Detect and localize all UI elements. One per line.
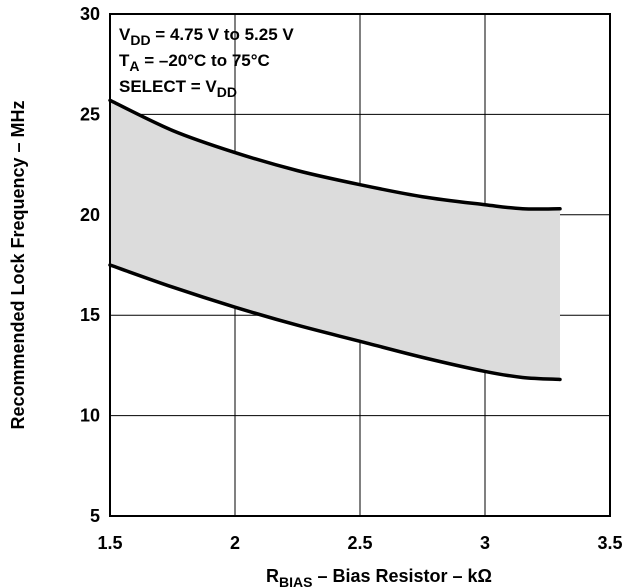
x-tick-labels: 1.5 2 2.5 3 3.5	[97, 533, 622, 553]
series-line-upper	[108, 98, 562, 211]
y-axis-label: Recommended Lock Frequency – MHz	[8, 100, 28, 429]
frequency-range-band	[110, 100, 560, 380]
x-tick-label-4: 3.5	[597, 533, 622, 553]
x-tick-label-3: 3	[480, 533, 490, 553]
series-line-lower	[108, 263, 562, 382]
annotation-ta: TA = –20°C to 75°C	[119, 51, 270, 74]
x-tick-label-1: 2	[230, 533, 240, 553]
conditions-annotation: VDD = 4.75 V to 5.25 V TA = –20°C to 75°…	[119, 25, 294, 100]
y-tick-label-5: 30	[80, 4, 100, 24]
y-tick-label-3: 20	[80, 205, 100, 225]
y-tick-label-0: 5	[90, 506, 100, 526]
x-tick-label-0: 1.5	[97, 533, 122, 553]
x-label-main: R	[266, 566, 279, 586]
plot-frame	[109, 13, 611, 517]
x-axis-label: RBIAS – Bias Resistor – kΩ	[266, 566, 492, 588]
x-label-rest: – Bias Resistor – kΩ	[312, 566, 492, 586]
y-tick-label-1: 10	[80, 406, 100, 426]
x-tick-label-2: 2.5	[347, 533, 372, 553]
y-tick-labels: 5 10 15 20 25 30	[80, 4, 100, 526]
annotation-select: SELECT = VDD	[119, 77, 237, 100]
x-label-subscript: BIAS	[279, 574, 312, 588]
y-tick-label-2: 15	[80, 305, 100, 325]
annotation-vdd: VDD = 4.75 V to 5.25 V	[119, 25, 294, 48]
y-tick-label-4: 25	[80, 104, 100, 124]
series-lines	[108, 98, 562, 382]
